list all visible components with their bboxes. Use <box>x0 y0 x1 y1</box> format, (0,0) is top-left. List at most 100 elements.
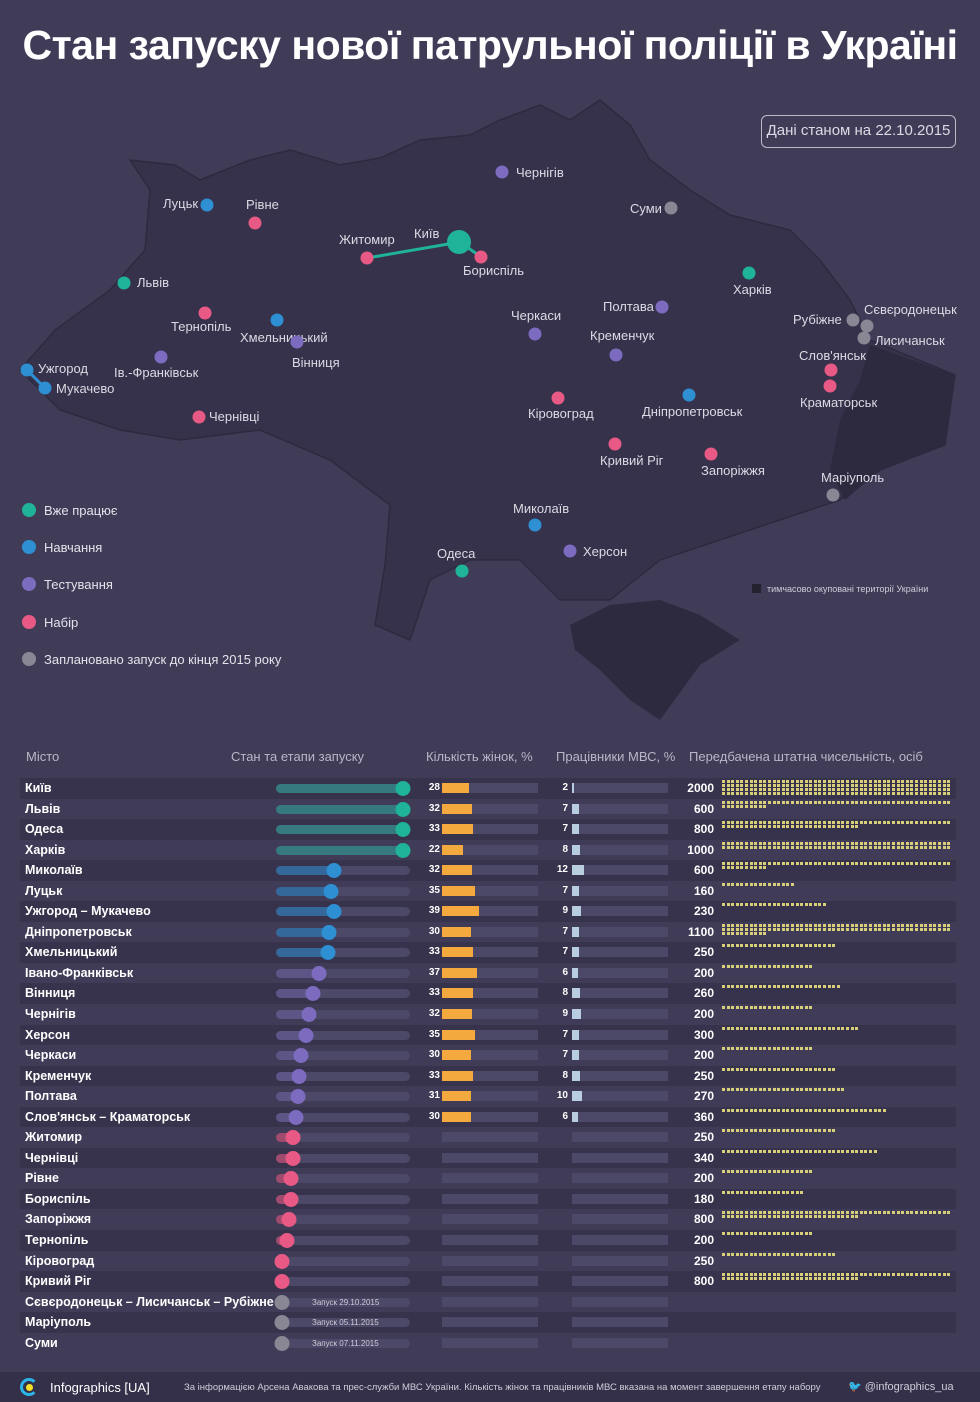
women-bar <box>442 926 471 937</box>
staff-value: 340 <box>693 1150 714 1165</box>
women-bar <box>442 1091 472 1102</box>
stage-track <box>276 1109 410 1125</box>
city-marker[interactable] <box>270 313 284 327</box>
staff-dots <box>722 985 954 989</box>
table-row: Кіровоград 250 <box>20 1251 956 1272</box>
stage-track <box>276 842 411 858</box>
city-marker[interactable] <box>117 276 131 290</box>
table-row: Чернігів 32 9 200 <box>20 1004 956 1025</box>
city-label: Ів.-Франківськ <box>114 365 199 380</box>
stage-track <box>276 1027 410 1043</box>
mvs-bar-track <box>572 885 668 896</box>
city-name: Київ <box>25 781 52 795</box>
stage-marker <box>288 1109 304 1125</box>
stage-marker <box>290 1089 306 1105</box>
staff-value: 1100 <box>687 924 714 939</box>
city-marker[interactable] <box>742 266 756 280</box>
city-marker[interactable] <box>846 313 860 327</box>
stage-marker <box>274 1335 290 1351</box>
women-bar <box>442 1029 476 1040</box>
city-marker[interactable] <box>551 391 565 405</box>
city-label: Мукачево <box>56 381 115 396</box>
legend-label: Навчання <box>44 540 103 556</box>
city-table: Київ 28 2 2000 Львів 32 7 600 Одеса 33 7 800 Харків 2… <box>20 778 956 1353</box>
mvs-value: 7 <box>562 1028 568 1040</box>
mvs-value: 2 <box>562 782 568 793</box>
city-marker[interactable] <box>38 381 52 395</box>
legend-dot-icon <box>22 614 36 629</box>
city-marker[interactable] <box>609 348 623 362</box>
twitter-handle[interactable]: 🐦 @infographics_ua <box>848 1380 954 1393</box>
stage-track <box>276 863 410 879</box>
staff-value: 250 <box>693 1253 714 1268</box>
city-marker[interactable] <box>447 230 471 254</box>
mvs-value: 7 <box>562 823 568 835</box>
city-marker[interactable] <box>198 306 212 320</box>
mvs-bar-track <box>572 1276 668 1287</box>
city-marker[interactable] <box>826 488 840 502</box>
city-marker[interactable] <box>20 363 34 377</box>
city-marker[interactable] <box>528 518 542 532</box>
stage-fill <box>276 1051 302 1061</box>
legend-dot-icon <box>22 577 36 592</box>
staff-dots <box>722 1273 954 1281</box>
city-marker[interactable] <box>360 251 374 265</box>
mvs-bar-track <box>572 844 668 855</box>
legend-label: Вже працює <box>44 503 118 518</box>
city-marker[interactable] <box>455 564 469 578</box>
stage-fill <box>276 927 330 937</box>
city-marker[interactable] <box>200 198 214 212</box>
city-marker[interactable] <box>495 165 509 179</box>
stage-marker <box>305 986 321 1002</box>
stage-fill <box>276 804 403 814</box>
mvs-bar-track <box>572 1193 668 1204</box>
women-value: 30 <box>428 1049 440 1061</box>
city-marker[interactable] <box>248 216 262 230</box>
women-value: 35 <box>428 884 440 896</box>
city-marker[interactable] <box>563 544 577 558</box>
legend-dot-icon <box>22 540 36 555</box>
city-marker[interactable] <box>474 250 488 264</box>
women-value: 31 <box>428 1090 440 1102</box>
city-marker[interactable] <box>608 437 622 451</box>
stage-fill <box>276 784 403 793</box>
mvs-bar <box>572 1070 580 1081</box>
city-name: Херсон <box>25 1027 71 1042</box>
mvs-bar-track <box>572 926 668 937</box>
city-name: Тернопіль <box>25 1233 89 1248</box>
staff-value: 270 <box>693 1089 714 1104</box>
city-marker[interactable] <box>857 331 871 345</box>
city-label: Миколаїв <box>513 501 570 516</box>
footer: Infographics [UA] За інформацією Арсена … <box>0 1372 980 1402</box>
city-label: Харків <box>733 282 772 297</box>
city-marker[interactable] <box>290 335 304 349</box>
women-bar <box>442 803 473 814</box>
city-marker[interactable] <box>704 447 718 461</box>
city-marker[interactable] <box>664 201 678 215</box>
city-marker[interactable] <box>823 379 837 393</box>
city-marker[interactable] <box>528 327 542 341</box>
city-label: Рівне <box>246 197 279 212</box>
header-city: Місто <box>26 749 60 764</box>
stage-track <box>276 1233 410 1249</box>
city-marker[interactable] <box>192 410 206 424</box>
city-name: Кременчук <box>25 1068 92 1083</box>
table-row: Чернівці 340 <box>20 1147 956 1169</box>
city-marker[interactable] <box>655 300 669 314</box>
mvs-bar-track <box>572 824 668 835</box>
city-marker[interactable] <box>682 388 696 402</box>
mvs-bar <box>572 947 579 958</box>
staff-dots <box>722 1088 954 1092</box>
city-label: Черкаси <box>511 308 562 323</box>
city-marker[interactable] <box>824 363 838 377</box>
city-label: Луцьк <box>163 196 199 211</box>
table-row: Івано-Франківськ 37 6 200 <box>20 963 956 984</box>
city-marker[interactable] <box>154 350 168 364</box>
stage-track <box>276 1191 410 1207</box>
mvs-bar-track <box>572 906 668 917</box>
city-marker[interactable] <box>860 319 874 333</box>
women-bar-track <box>442 1070 538 1081</box>
staff-value: 230 <box>693 904 714 919</box>
city-label: Вінниця <box>292 355 340 370</box>
stage-marker <box>279 1233 295 1249</box>
